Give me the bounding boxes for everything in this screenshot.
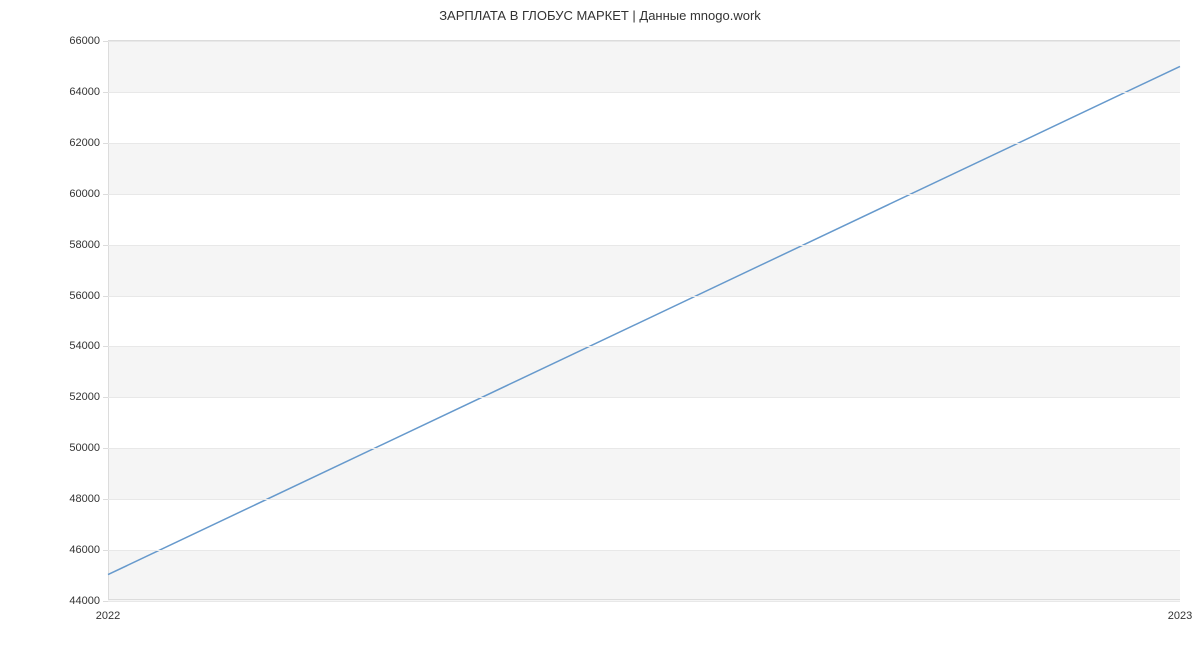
y-gridline xyxy=(108,397,1180,398)
y-tick-label: 62000 xyxy=(69,137,100,149)
y-tick-mark xyxy=(103,499,108,500)
y-gridline xyxy=(108,601,1180,602)
y-gridline xyxy=(108,346,1180,347)
y-tick-label: 60000 xyxy=(69,188,100,200)
y-tick-mark xyxy=(103,296,108,297)
y-tick-label: 50000 xyxy=(69,442,100,454)
y-tick-label: 58000 xyxy=(69,239,100,251)
y-tick-mark xyxy=(103,92,108,93)
y-tick-label: 46000 xyxy=(69,544,100,556)
y-tick-label: 52000 xyxy=(69,391,100,403)
y-gridline xyxy=(108,499,1180,500)
y-tick-mark xyxy=(103,41,108,42)
line-series xyxy=(108,41,1180,600)
y-tick-mark xyxy=(103,601,108,602)
y-gridline xyxy=(108,194,1180,195)
x-tick-label: 2022 xyxy=(96,610,120,622)
y-tick-label: 66000 xyxy=(69,35,100,47)
x-tick-label: 2023 xyxy=(1168,610,1192,622)
chart-title: ЗАРПЛАТА В ГЛОБУС МАРКЕТ | Данные mnogo.… xyxy=(0,8,1200,23)
y-gridline xyxy=(108,448,1180,449)
y-tick-label: 56000 xyxy=(69,290,100,302)
chart-plot-area: 4400046000480005000052000540005600058000… xyxy=(108,40,1180,600)
y-gridline xyxy=(108,92,1180,93)
y-gridline xyxy=(108,296,1180,297)
y-tick-mark xyxy=(103,143,108,144)
y-tick-mark xyxy=(103,346,108,347)
y-tick-mark xyxy=(103,448,108,449)
y-tick-label: 64000 xyxy=(69,86,100,98)
y-gridline xyxy=(108,550,1180,551)
y-tick-label: 44000 xyxy=(69,595,100,607)
y-tick-mark xyxy=(103,194,108,195)
y-tick-mark xyxy=(103,550,108,551)
y-tick-mark xyxy=(103,397,108,398)
y-gridline xyxy=(108,143,1180,144)
y-gridline xyxy=(108,41,1180,42)
y-gridline xyxy=(108,245,1180,246)
y-tick-label: 54000 xyxy=(69,340,100,352)
y-tick-mark xyxy=(103,245,108,246)
y-tick-label: 48000 xyxy=(69,493,100,505)
